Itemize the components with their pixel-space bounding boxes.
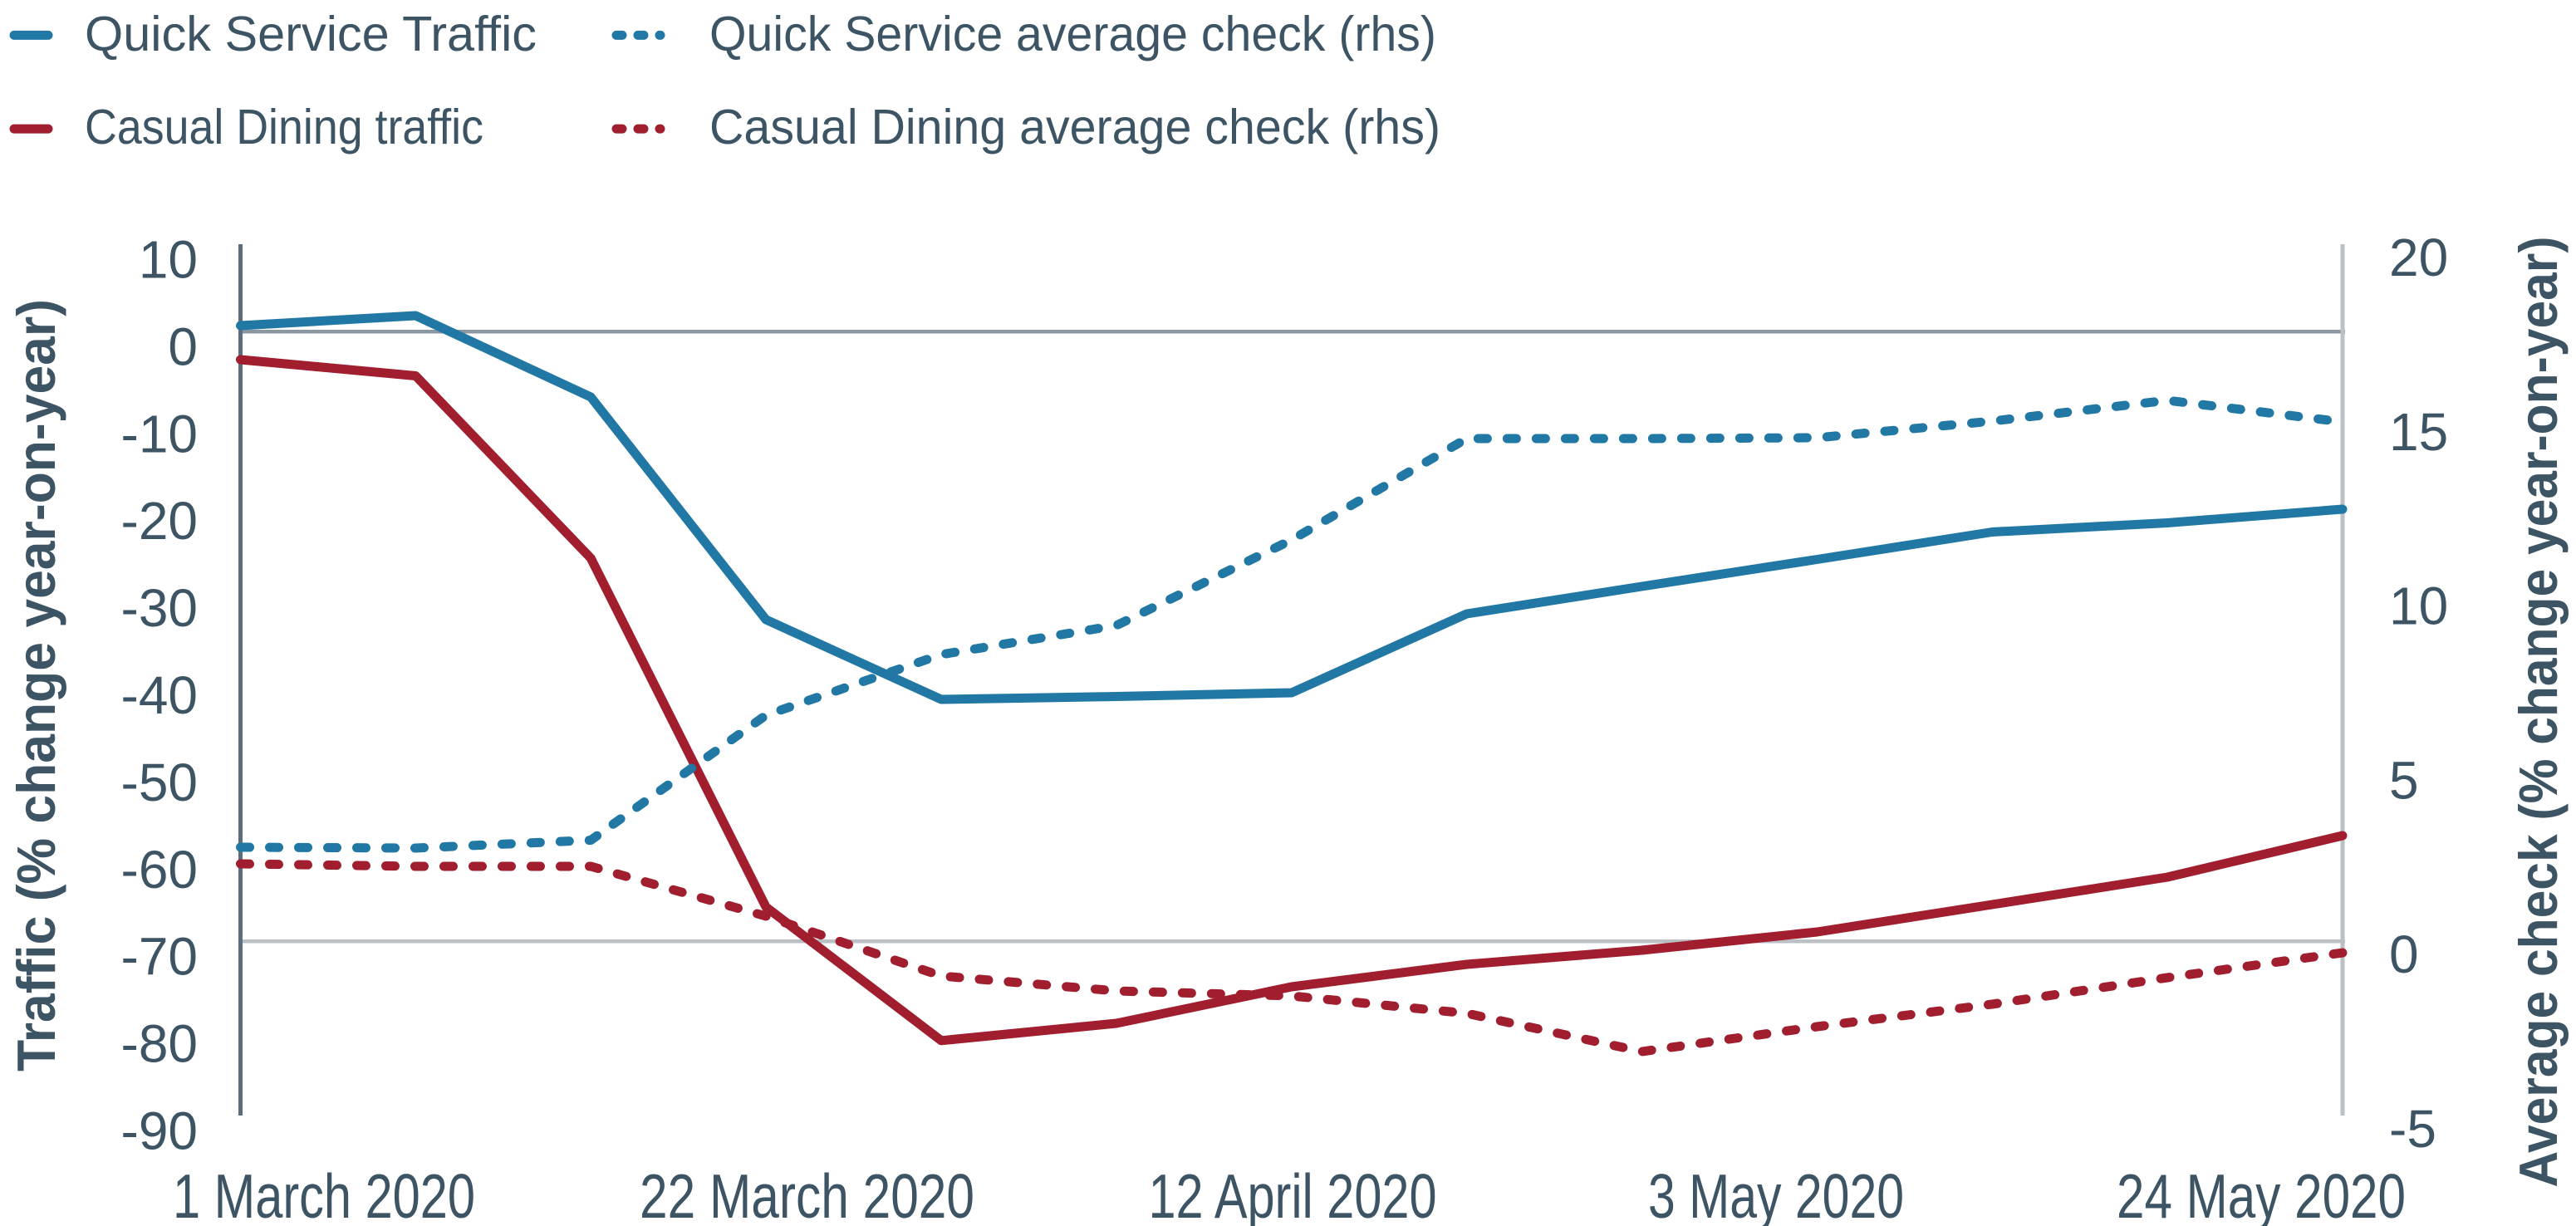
svg-text:0: 0 [168, 316, 198, 376]
svg-text:12 April 2020: 12 April 2020 [1149, 1161, 1437, 1226]
svg-text:20: 20 [2389, 228, 2448, 287]
svg-text:-50: -50 [121, 753, 199, 812]
svg-text:Average check (% change year-o: Average check (% change year-on-year) [2508, 237, 2569, 1188]
svg-text:-30: -30 [121, 578, 199, 638]
svg-text:10: 10 [2389, 576, 2448, 636]
svg-text:-10: -10 [121, 404, 199, 463]
svg-text:-80: -80 [121, 1014, 199, 1074]
svg-text:Traffic (% change year-on-year: Traffic (% change year-on-year) [6, 299, 66, 1072]
svg-text:10: 10 [139, 230, 198, 290]
svg-text:0: 0 [2389, 924, 2419, 984]
svg-text:-60: -60 [121, 840, 199, 900]
svg-text:Casual Dining traffic: Casual Dining traffic [85, 100, 483, 154]
svg-text:-70: -70 [121, 927, 199, 987]
svg-text:-20: -20 [121, 491, 199, 551]
svg-text:Quick Service Traffic: Quick Service Traffic [85, 7, 537, 61]
svg-text:3 May 2020: 3 May 2020 [1648, 1161, 1904, 1226]
svg-text:15: 15 [2389, 402, 2448, 462]
svg-text:Casual Dining average check (r: Casual Dining average check (rhs) [709, 100, 1440, 154]
svg-text:-5: -5 [2389, 1099, 2436, 1159]
svg-text:-90: -90 [121, 1101, 199, 1161]
svg-text:1 March 2020: 1 March 2020 [173, 1161, 475, 1226]
svg-text:5: 5 [2389, 750, 2419, 810]
svg-text:22 March 2020: 22 March 2020 [640, 1161, 974, 1226]
svg-text:24 May 2020: 24 May 2020 [2117, 1161, 2406, 1226]
svg-text:-40: -40 [121, 665, 199, 725]
svg-text:Quick Service average check (r: Quick Service average check (rhs) [709, 7, 1436, 61]
